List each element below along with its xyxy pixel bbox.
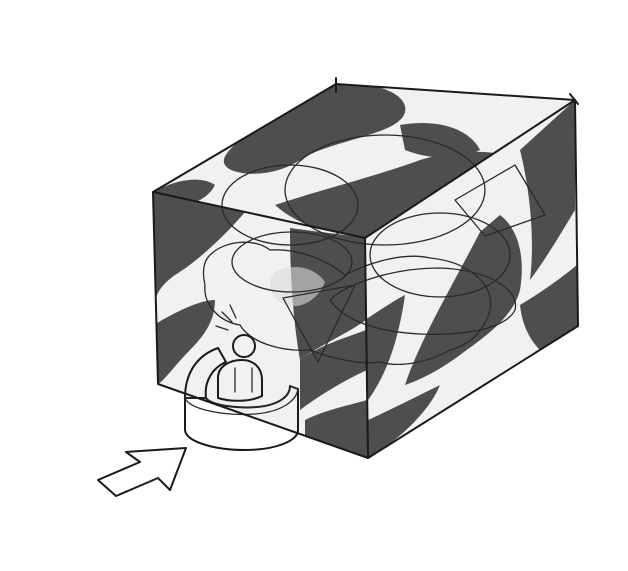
person-icon <box>217 334 263 402</box>
interior-forms <box>202 134 546 365</box>
cube-edges <box>152 77 579 459</box>
cube-right-face <box>365 100 578 458</box>
sketch-strokes <box>215 304 237 331</box>
arrow-icon <box>97 447 187 497</box>
booth-seat <box>184 347 299 451</box>
